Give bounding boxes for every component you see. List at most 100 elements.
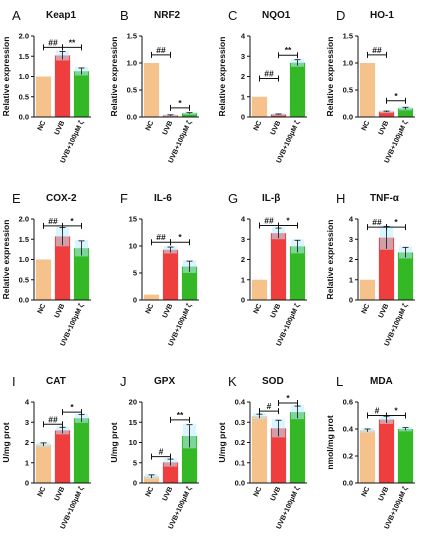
panel-h-bar xyxy=(378,237,395,300)
panel-i-bar xyxy=(54,430,71,483)
panel-j-ytick-label: 10 xyxy=(129,438,137,447)
panel-c-category-label: NC xyxy=(253,120,264,132)
panel-h-ytick-label: 1 xyxy=(349,275,353,284)
panel-i-ytick-label: 3 xyxy=(25,418,29,427)
panel-l-bar xyxy=(359,430,376,483)
panel-g-ytick-label: 1 xyxy=(241,275,245,284)
panel-a-category-label: UVB xyxy=(54,120,67,136)
panel-d-ytick-label: 1.5 xyxy=(343,32,353,41)
panel-l-title: MDA xyxy=(370,376,393,387)
panel-b-bar xyxy=(143,63,160,117)
panel-b-ytick-label: 0.0 xyxy=(127,113,137,122)
panel-i-sig-label: * xyxy=(70,402,74,412)
panel-a-letter: A xyxy=(12,8,21,23)
panel-l-ytick-label: 0.4 xyxy=(343,425,354,434)
panel-i-sig-label: ## xyxy=(48,414,58,424)
panel-l-bar xyxy=(378,419,395,483)
panel-i-ytick-label: 0 xyxy=(25,479,29,488)
panel-k-category-label: UVB xyxy=(270,486,283,502)
panel-j-ylabel: U/mg prot xyxy=(109,422,119,462)
panel-l-category-label: UVB xyxy=(378,486,391,502)
panel-g-title: IL-β xyxy=(262,193,280,204)
panel-e-category-label: NC xyxy=(37,303,48,315)
panel-a-ytick-label: 0.5 xyxy=(19,92,29,101)
panel-d-bar xyxy=(397,108,414,117)
panel-e-ylabel: Relative expression xyxy=(1,220,11,300)
panel-k-bar xyxy=(289,412,306,483)
panel-k-ytick-label: 0.0 xyxy=(235,479,245,488)
panel-g-sig-label: ## xyxy=(264,215,274,225)
panel-k-ytick-label: 0.2 xyxy=(235,438,245,447)
panel-e-title: COX-2 xyxy=(46,193,77,204)
panel-f-ytick-label: 10 xyxy=(129,242,137,251)
panel-e-bar xyxy=(73,248,90,300)
panel-g-letter: G xyxy=(228,191,238,206)
panel-j-ytick-label: 15 xyxy=(129,418,137,427)
panel-c-title: NQO1 xyxy=(262,10,291,21)
panel-i-ytick-label: 2 xyxy=(25,438,29,447)
panel-e-letter: E xyxy=(12,191,21,206)
panel-b-sig-label: ## xyxy=(156,45,166,55)
panel-i-ylabel: U/mg prot xyxy=(1,422,11,462)
panel-k-category-label: NC xyxy=(253,486,264,498)
panel-j-sig-label: ** xyxy=(177,410,184,420)
panel-g-bar xyxy=(270,233,287,300)
panel-a-bar xyxy=(35,76,52,117)
panel-a-sig-label: ** xyxy=(69,37,76,47)
panel-a-bar xyxy=(73,71,90,117)
panel-d-ylabel: Relative expression xyxy=(325,37,335,117)
panel-i-ytick-label: 4 xyxy=(25,398,30,407)
panel-k-sig-label: * xyxy=(286,393,290,403)
panel-e-sig-label: ## xyxy=(48,216,58,226)
panel-k-ytick-label: 0.3 xyxy=(235,418,245,427)
panel-e-ytick-label: 2.0 xyxy=(19,215,29,224)
panel-f-ytick-label: 0 xyxy=(133,296,137,305)
panel-l-ytick-label: 0.6 xyxy=(343,398,353,407)
panel-e-ytick-label: 0.5 xyxy=(19,275,29,284)
panel-j-ytick-label: 5 xyxy=(133,458,137,467)
panel-f-sig-label: ## xyxy=(156,232,166,242)
panel-e-sig-label: * xyxy=(70,216,74,226)
panel-h-sig-label: ## xyxy=(372,217,382,227)
panel-c-letter: C xyxy=(228,8,237,23)
panel-f-sig-label: * xyxy=(178,232,182,242)
panel-d-bar xyxy=(378,111,395,117)
panel-h-ytick-label: 0 xyxy=(349,296,353,305)
panel-a-sig-label: ## xyxy=(48,37,58,47)
panel-a-ytick-label: 2.0 xyxy=(19,32,29,41)
panel-k-bar xyxy=(270,428,287,483)
panel-b-ytick-label: 1.0 xyxy=(127,59,137,68)
panel-c-ylabel: Relative expression xyxy=(217,37,227,117)
panel-b-sig-label: * xyxy=(178,98,182,108)
panel-i-bar xyxy=(73,418,90,483)
panel-l-sig-label: # xyxy=(375,406,380,416)
panel-g-sig-label: * xyxy=(286,215,290,225)
panel-f-bar xyxy=(181,266,198,300)
panel-b-bar xyxy=(181,113,198,117)
panel-j-sig-label: # xyxy=(159,447,164,457)
panel-d-letter: D xyxy=(336,8,345,23)
panel-h-ytick-label: 3 xyxy=(349,235,353,244)
panel-j-letter: J xyxy=(120,374,127,389)
panel-i-ytick-label: 1 xyxy=(25,458,29,467)
panel-f-ytick-label: 15 xyxy=(129,215,137,224)
panel-c-ytick-label: 0 xyxy=(241,113,245,122)
panel-k-letter: K xyxy=(228,374,237,389)
panel-f-bar xyxy=(162,249,179,300)
panel-c-ytick-label: 2 xyxy=(241,72,245,81)
panel-l-ytick-label: 0.2 xyxy=(343,452,353,461)
panel-l-letter: L xyxy=(336,374,343,389)
panel-f-ytick-label: 5 xyxy=(133,269,137,278)
panel-i-category-label: NC xyxy=(37,486,48,498)
panel-l-category-label: NC xyxy=(361,486,372,498)
panel-k-title: SOD xyxy=(262,376,284,387)
panel-k-ytick-label: 0.1 xyxy=(235,458,245,467)
panel-g-category-label: NC xyxy=(253,303,264,315)
panel-f-bar xyxy=(143,294,160,300)
panel-b-category-label: NC xyxy=(145,120,156,132)
panel-d-sig-label: ## xyxy=(372,45,382,55)
panel-b-letter: B xyxy=(120,8,129,23)
panel-b-ytick-label: 0.5 xyxy=(127,86,137,95)
panel-d-ytick-label: 0.5 xyxy=(343,86,353,95)
